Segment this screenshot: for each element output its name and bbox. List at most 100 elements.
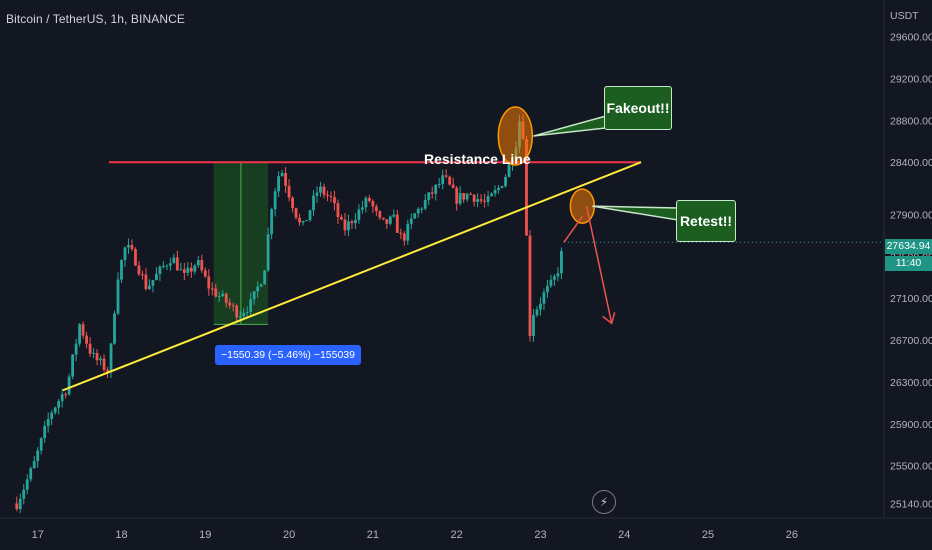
symbol-title[interactable]: Bitcoin / TetherUS, 1h, BINANCE bbox=[6, 12, 185, 26]
time-tick-label: 20 bbox=[283, 529, 295, 541]
candle-body bbox=[486, 196, 490, 202]
candle-body bbox=[175, 257, 179, 271]
candle-body bbox=[294, 208, 298, 218]
time-tick-label: 23 bbox=[534, 529, 546, 541]
candle-body bbox=[504, 176, 507, 187]
candle-body bbox=[451, 184, 455, 188]
candle-body bbox=[416, 208, 420, 214]
candle-body bbox=[217, 295, 221, 297]
candle-body bbox=[434, 184, 438, 194]
candle-body bbox=[116, 279, 120, 314]
candle-body bbox=[95, 352, 99, 361]
candle-body bbox=[364, 198, 368, 208]
lightning-icon[interactable]: ⚡ bbox=[592, 490, 616, 514]
candle-body bbox=[155, 273, 158, 281]
candle-body bbox=[228, 302, 232, 306]
fakeout-pointer bbox=[533, 115, 607, 137]
candle-body bbox=[161, 266, 165, 268]
candle-body bbox=[242, 312, 246, 317]
projection-arrow-line bbox=[585, 205, 613, 324]
retest-callout[interactable]: Retest!! bbox=[676, 200, 736, 242]
candle-body bbox=[305, 220, 308, 222]
candle-body bbox=[127, 244, 130, 248]
time-axis: 17 18 19 20 21 22 23 24 25 26 bbox=[0, 517, 932, 541]
candle-body bbox=[340, 216, 343, 220]
candle-body bbox=[168, 263, 172, 266]
candle-body bbox=[273, 191, 277, 210]
candle-body bbox=[196, 260, 200, 266]
candle-body bbox=[200, 260, 204, 271]
candle-body bbox=[151, 280, 155, 286]
candle-body bbox=[81, 324, 85, 336]
candle-body bbox=[549, 279, 553, 286]
candle-body bbox=[312, 195, 315, 211]
candle-body bbox=[263, 270, 267, 285]
candle-body bbox=[287, 185, 291, 198]
highlight-circle bbox=[569, 188, 596, 224]
candle-body bbox=[256, 286, 260, 292]
candle-body bbox=[259, 284, 263, 287]
candle-body bbox=[71, 354, 75, 377]
candle-body bbox=[148, 285, 151, 290]
candle-body bbox=[507, 164, 511, 177]
candle-body bbox=[427, 192, 431, 200]
candle-body bbox=[472, 194, 476, 202]
candle-body bbox=[36, 450, 40, 462]
candle-body bbox=[88, 343, 92, 354]
candle-body bbox=[347, 221, 350, 231]
highlight-circle bbox=[497, 106, 534, 166]
candle-body bbox=[381, 217, 385, 220]
candle-body bbox=[134, 249, 137, 266]
candle-body bbox=[336, 203, 340, 217]
price-tick-label: 29600.00 bbox=[890, 32, 932, 44]
candle-body bbox=[120, 260, 123, 280]
candles bbox=[15, 114, 563, 514]
candle-body bbox=[102, 358, 106, 370]
candle-body bbox=[18, 498, 22, 510]
candle-body bbox=[532, 315, 535, 337]
bar-countdown: 11:40 bbox=[885, 256, 932, 271]
drawing-lines bbox=[62, 161, 884, 392]
candle-body bbox=[207, 276, 211, 289]
candle-body bbox=[78, 324, 82, 344]
measure-label: −1550.39 (−5.46%) −155039 bbox=[215, 345, 361, 365]
candle-body bbox=[60, 394, 64, 402]
candle-body bbox=[409, 218, 413, 224]
price-axis: USDT 29600.00 29200.00 28800.00 28400.00 2790… bbox=[883, 0, 932, 550]
candle-body bbox=[539, 303, 542, 310]
candle-body bbox=[67, 376, 71, 395]
candle-body bbox=[39, 438, 43, 451]
candle-body bbox=[367, 198, 371, 202]
candle-body bbox=[22, 489, 26, 499]
candle-body bbox=[357, 209, 361, 220]
candle-body bbox=[385, 219, 389, 224]
candle-body bbox=[402, 233, 406, 241]
candle-body bbox=[350, 221, 354, 224]
price-tick-label: 28400.00 bbox=[890, 157, 932, 169]
time-tick-label: 21 bbox=[367, 529, 379, 541]
candle-body bbox=[333, 196, 336, 204]
support-trend-line bbox=[62, 161, 642, 392]
measure-rectangle bbox=[213, 162, 269, 325]
candle-body bbox=[395, 214, 399, 233]
candle-body bbox=[64, 394, 68, 396]
currency-label: USDT bbox=[890, 10, 919, 22]
price-tick-label: 25140.00 bbox=[890, 498, 932, 510]
price-tick-label: 28800.00 bbox=[890, 115, 932, 127]
candle-body bbox=[189, 267, 193, 272]
candle-body bbox=[354, 219, 357, 224]
candle-body bbox=[378, 211, 382, 218]
fakeout-callout[interactable]: Fakeout!! bbox=[604, 86, 672, 130]
candle-body bbox=[245, 311, 249, 313]
candle-body bbox=[186, 267, 190, 273]
price-tick-label: 25500.00 bbox=[890, 461, 932, 473]
candle-body bbox=[465, 193, 469, 200]
candle-body bbox=[193, 265, 197, 272]
projection-arrows bbox=[563, 205, 616, 325]
candle-body bbox=[32, 461, 36, 469]
candle-body bbox=[238, 316, 242, 318]
candle-body bbox=[74, 343, 78, 355]
candle-body bbox=[29, 468, 33, 480]
candle-body bbox=[556, 273, 560, 277]
